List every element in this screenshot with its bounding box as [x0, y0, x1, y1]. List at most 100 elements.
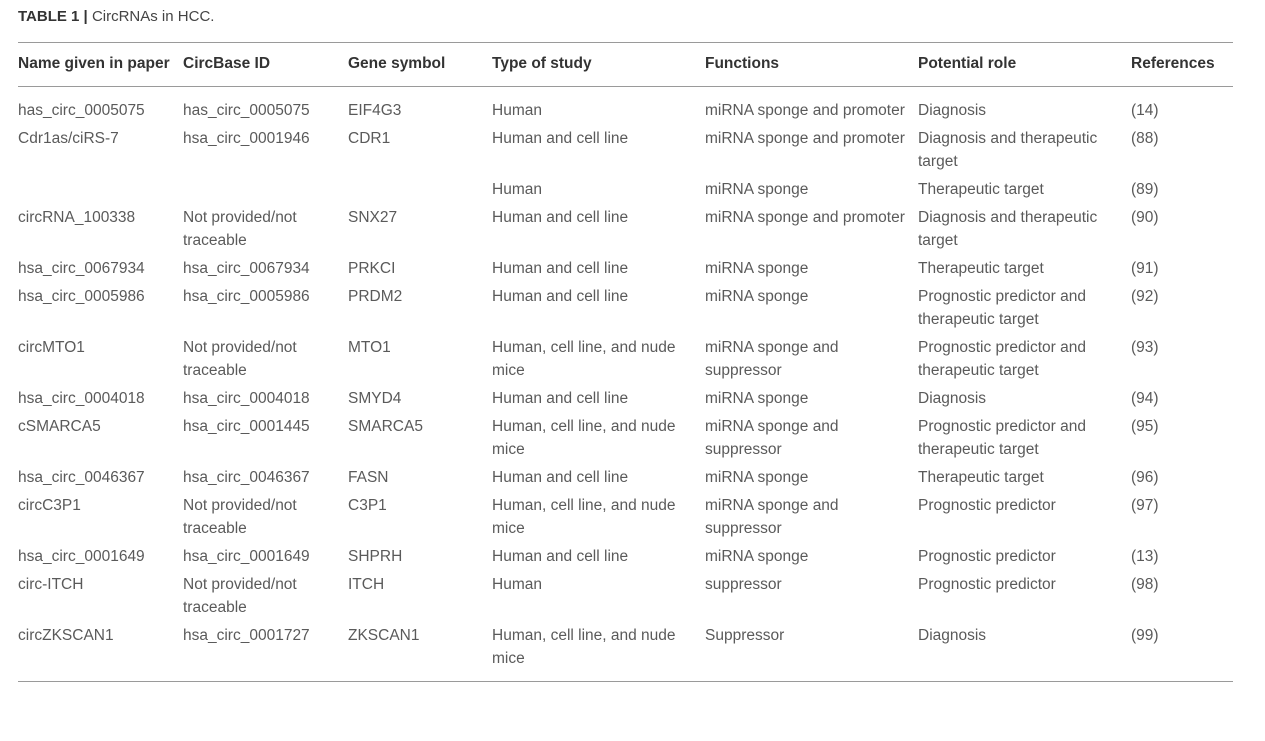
cell-text: miRNA sponge [705, 469, 809, 486]
cell-text: has_circ_0005075 [183, 102, 310, 119]
table-cell: C3P1 [348, 492, 492, 543]
table-cell: hsa_circ_0046367 [183, 464, 348, 492]
cell-text: SHPRH [348, 548, 403, 565]
cell-text: miRNA sponge [705, 390, 809, 407]
table-cell: miRNA sponge and promoter [705, 204, 918, 255]
table-cell: Prognostic predictor [918, 543, 1131, 571]
cell-text: Not provided/not traceable [183, 576, 297, 616]
table-head: Name given in paper CircBase ID Gene symbo… [18, 42, 1233, 87]
table-cell: has_circ_0005075 [183, 87, 348, 126]
cell-text: miRNA sponge and promoter [705, 209, 905, 226]
cell-text: hsa_circ_0067934 [183, 260, 310, 277]
table-cell: Therapeutic target [918, 464, 1131, 492]
cell-text: (93) [1131, 339, 1159, 356]
table-cell: cSMARCA5 [18, 413, 183, 464]
cell-text: Human, cell line, and nude mice [492, 339, 676, 379]
table-cell: PRKCI [348, 255, 492, 283]
column-header: Gene symbol [348, 42, 492, 87]
cell-text: circRNA_100338 [18, 209, 136, 226]
cell-text: (94) [1131, 390, 1159, 407]
cell-text: circ-ITCH [18, 576, 84, 593]
table-cell: Human, cell line, and nude mice [492, 492, 705, 543]
cell-text: Human, cell line, and nude mice [492, 418, 676, 458]
table-cell: SMARCA5 [348, 413, 492, 464]
table-cell: hsa_circ_0001445 [183, 413, 348, 464]
table-cell: circRNA_100338 [18, 204, 183, 255]
cell-text: miRNA sponge [705, 548, 809, 565]
cell-text: hsa_circ_0004018 [183, 390, 310, 407]
column-header: Type of study [492, 42, 705, 87]
cell-text: cSMARCA5 [18, 418, 101, 435]
table-cell: miRNA sponge [705, 543, 918, 571]
table-row: cSMARCA5 hsa_circ_0001445 SMARCA5 Human, ce… [18, 413, 1233, 464]
cell-text: Human [492, 102, 542, 119]
cell-text: Human, cell line, and nude mice [492, 627, 676, 667]
table-cell [183, 176, 348, 204]
table-cell: (98) [1131, 571, 1233, 622]
cell-text: EIF4G3 [348, 102, 402, 119]
table-cell: PRDM2 [348, 283, 492, 334]
table-cell: Human [492, 176, 705, 204]
table-cell: Diagnosis [918, 385, 1131, 413]
cell-text: miRNA sponge [705, 260, 809, 277]
table-cell: miRNA sponge and promoter [705, 87, 918, 126]
cell-text: Prognostic predictor [918, 576, 1056, 593]
cell-text: Human and cell line [492, 469, 629, 486]
cell-text: (98) [1131, 576, 1159, 593]
table-cell: (95) [1131, 413, 1233, 464]
cell-text: Prognostic predictor and therapeutic tar… [918, 288, 1087, 328]
cell-text: (88) [1131, 130, 1159, 147]
cell-text: miRNA sponge [705, 288, 809, 305]
table-cell: Prognostic predictor and therapeutic tar… [918, 413, 1131, 464]
table-cell: has_circ_0005075 [18, 87, 183, 126]
table-cell: Not provided/not traceable [183, 334, 348, 385]
cell-text: hsa_circ_0001445 [183, 418, 310, 435]
cell-text: has_circ_0005075 [18, 102, 145, 119]
cell-text: (96) [1131, 469, 1159, 486]
table-cell: Human, cell line, and nude mice [492, 413, 705, 464]
table-row: Cdr1as/ciRS-7 hsa_circ_0001946 CDR1 Human a… [18, 125, 1233, 176]
column-header: References [1131, 42, 1233, 87]
cell-text: Therapeutic target [918, 260, 1044, 277]
table-row: circRNA_100338 Not provided/not traceable… [18, 204, 1233, 255]
cell-text: FASN [348, 469, 389, 486]
cell-text: Suppressor [705, 627, 785, 644]
cell-text: Not provided/not traceable [183, 497, 297, 537]
table-cell: (99) [1131, 622, 1233, 682]
cell-text: (95) [1131, 418, 1159, 435]
table-cell: hsa_circ_0001649 [183, 543, 348, 571]
table-cell: (13) [1131, 543, 1233, 571]
table-cell: Human, cell line, and nude mice [492, 334, 705, 385]
table-cell: Human and cell line [492, 283, 705, 334]
table-cell: hsa_circ_0067934 [18, 255, 183, 283]
cell-text: Human [492, 181, 542, 198]
column-header: CircBase ID [183, 42, 348, 87]
table-cell: Suppressor [705, 622, 918, 682]
table-cell: (90) [1131, 204, 1233, 255]
table: Name given in paper CircBase ID Gene symbo… [18, 42, 1233, 682]
table-cell: Human [492, 571, 705, 622]
table-cell: miRNA sponge and suppressor [705, 334, 918, 385]
cell-text: hsa_circ_0001946 [183, 130, 310, 147]
table-row: Human miRNA sponge Therapeutic target (89) [18, 176, 1233, 204]
table-cell: Human [492, 87, 705, 126]
table-cell: Not provided/not traceable [183, 204, 348, 255]
table-cell: Prognostic predictor and therapeutic tar… [918, 334, 1131, 385]
table-cell: Not provided/not traceable [183, 492, 348, 543]
table-cell: (94) [1131, 385, 1233, 413]
table-cell: (97) [1131, 492, 1233, 543]
table-cell: miRNA sponge [705, 176, 918, 204]
table-cell: hsa_circ_0001946 [183, 125, 348, 176]
table-cell: hsa_circ_0001649 [18, 543, 183, 571]
table-cell: (88) [1131, 125, 1233, 176]
cell-text: CDR1 [348, 130, 391, 147]
table-cell: hsa_circ_0005986 [183, 283, 348, 334]
cell-text: ITCH [348, 576, 385, 593]
table-cell: Therapeutic target [918, 176, 1131, 204]
table-cell: hsa_circ_0001727 [183, 622, 348, 682]
caption-label: TABLE 1 | [18, 8, 88, 25]
cell-text: hsa_circ_0001727 [183, 627, 310, 644]
cell-text: SMYD4 [348, 390, 402, 407]
cell-text: (91) [1131, 260, 1159, 277]
